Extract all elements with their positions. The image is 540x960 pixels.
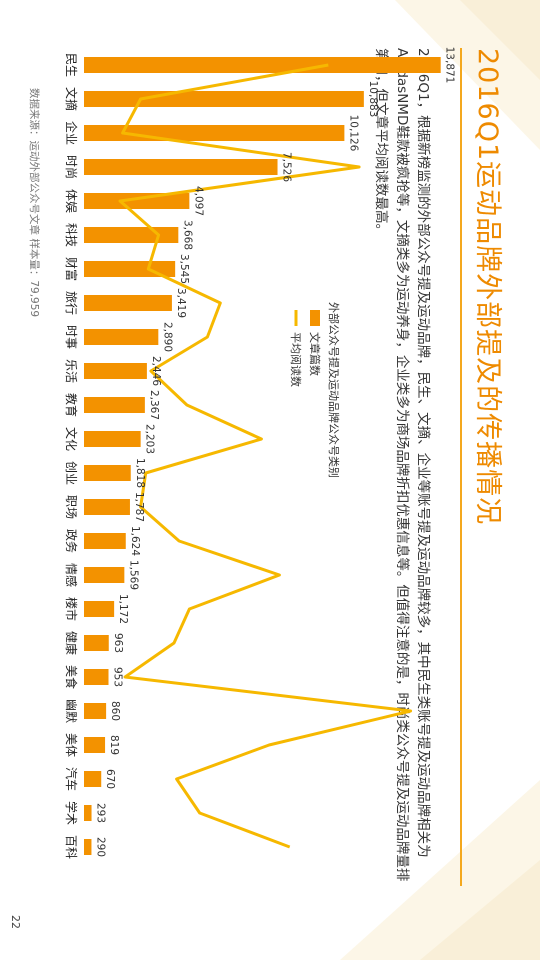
data-label: 1,787 — [133, 492, 145, 522]
category-tick-label: 时事 — [64, 325, 78, 349]
category-tick-label: 旅行 — [64, 291, 78, 315]
category-tick-label: 科技 — [64, 223, 78, 247]
data-label: 1,569 — [127, 560, 139, 590]
category-tick-label: 时尚 — [64, 155, 78, 179]
legend-swatch-bar — [310, 310, 320, 326]
data-label: 2,446 — [150, 356, 162, 386]
category-tick-label: 幽默 — [64, 699, 79, 723]
category-tick-label: 文化 — [64, 427, 79, 451]
data-labels: 13,871 10,883 10,126 7,526 4,097 3,668 3,545 3,… — [94, 47, 455, 857]
category-tick-label: 文摘 — [64, 87, 79, 111]
bar — [84, 363, 147, 379]
category-tick-label: 百科 — [64, 835, 78, 859]
data-label: 10,126 — [347, 115, 359, 152]
bar-series — [83, 57, 441, 855]
category-tick-label: 乐活 — [64, 359, 78, 383]
category-tick-label: 体娱 — [64, 189, 78, 213]
category-tick-label: 美食 — [64, 665, 79, 689]
bar — [84, 159, 278, 175]
line-series-path — [118, 63, 413, 849]
category-tick-label: 职场 — [64, 495, 78, 519]
data-label: 1,818 — [134, 458, 146, 488]
data-label: 1,624 — [129, 526, 141, 556]
data-label: 7,526 — [281, 152, 293, 182]
bar — [83, 261, 176, 277]
category-tick-label: 美体 — [64, 733, 78, 757]
category-tick-label: 创业 — [64, 461, 78, 485]
data-label: 963 — [112, 633, 124, 653]
chart-category-title: 外部公众号提及运动品牌公众号类别 — [327, 302, 341, 478]
line-series — [118, 63, 413, 849]
bar — [84, 295, 172, 311]
data-label: 2,890 — [161, 322, 173, 352]
page-number: 22 — [9, 915, 22, 929]
data-label: 293 — [95, 803, 107, 823]
category-tick-label: 政务 — [64, 529, 79, 553]
bar — [83, 465, 131, 481]
bar — [84, 91, 364, 107]
data-label: 819 — [108, 735, 120, 755]
bar — [83, 57, 441, 73]
bar — [83, 805, 92, 821]
category-tick-label: 健康 — [64, 631, 79, 655]
category-axis: 民生文摘企业时尚体娱科技财富旅行时事乐活教育文化创业职场政务情感楼市健康美食幽默… — [64, 53, 79, 859]
bar — [84, 397, 145, 413]
bar — [84, 227, 179, 243]
data-label: 4,097 — [192, 186, 204, 216]
data-label: 2,367 — [148, 390, 160, 420]
category-tick-label: 汽车 — [64, 767, 79, 791]
bar — [83, 567, 125, 583]
data-label: 2,203 — [144, 424, 156, 454]
bar — [83, 635, 109, 651]
bar — [83, 431, 141, 447]
bar — [84, 193, 190, 209]
bar — [83, 499, 130, 515]
bar — [84, 329, 159, 345]
data-label: 3,545 — [178, 254, 190, 284]
data-label: 3,668 — [181, 220, 193, 250]
category-tick-label: 教育 — [64, 393, 79, 417]
category-tick-label: 学术 — [64, 801, 79, 825]
data-label: 290 — [94, 837, 106, 857]
data-label: 10,883 — [367, 81, 379, 118]
category-tick-label: 民生 — [64, 53, 78, 77]
data-label: 953 — [112, 667, 124, 687]
category-tick-label: 财富 — [64, 257, 79, 281]
bar — [84, 839, 92, 855]
bar — [84, 601, 115, 617]
data-label: 1,172 — [117, 594, 129, 624]
legend-label: 文章篇数 — [308, 332, 322, 376]
bar — [84, 771, 102, 787]
bar — [84, 533, 126, 549]
category-tick-label: 楼市 — [64, 597, 79, 621]
category-tick-label: 企业 — [64, 121, 79, 145]
data-label: 13,871 — [444, 47, 456, 84]
category-tick-label: 情感 — [64, 563, 79, 587]
data-label: 670 — [104, 769, 116, 789]
data-source-note: 数据来源：运动外部公众号文章 样本量：79,959 — [28, 88, 40, 318]
bar — [83, 669, 109, 685]
data-label: 3,419 — [175, 288, 187, 318]
data-label: 860 — [109, 701, 121, 721]
legend-label: 平均阅读数 — [289, 332, 303, 387]
bar — [84, 703, 107, 719]
bar — [83, 737, 106, 753]
